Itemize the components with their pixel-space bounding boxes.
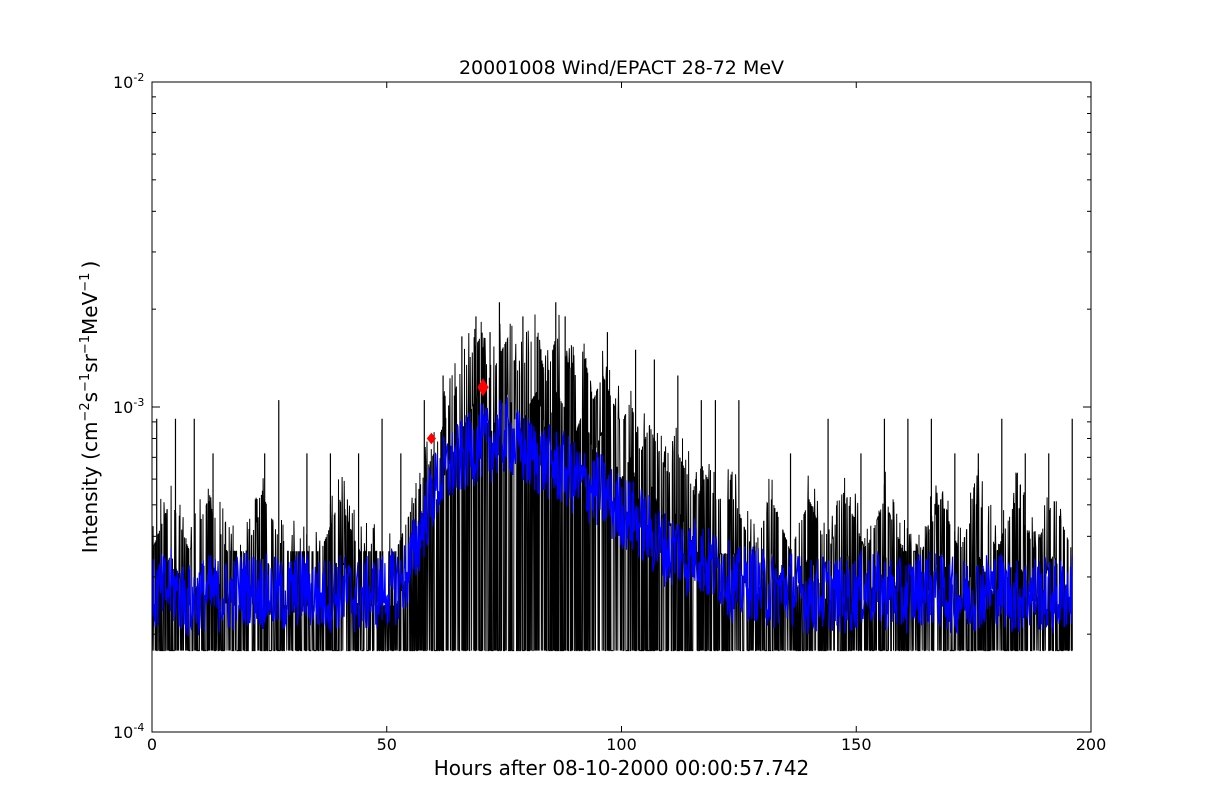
y-tick-label-1e-3: 10-3 — [113, 396, 144, 417]
marker-diamond-1 — [477, 378, 489, 397]
x-axis-label: Hours after 08-10-2000 00:00:57.742 — [434, 756, 810, 780]
x-tick-label-200: 200 — [1076, 735, 1107, 754]
x-tick-label-150: 150 — [841, 735, 872, 754]
marker-layer — [426, 378, 489, 445]
tick-layer — [151, 81, 1092, 733]
chart-title: 20001008 Wind/EPACT 28-72 MeV — [459, 57, 784, 79]
x-tick-label-50: 50 — [377, 735, 397, 754]
y-axis-label: Intensity (cm−2s−1sr−1MeV−1) — [78, 261, 102, 554]
series-smoothed-line — [152, 397, 1073, 636]
y-tick-label-1e-4: 10-4 — [113, 721, 144, 742]
x-tick-label-0: 0 — [147, 735, 157, 754]
y-tick-label-1e-2: 10-2 — [113, 71, 144, 92]
x-tick-label-100: 100 — [606, 735, 637, 754]
marker-diamond-0 — [426, 432, 436, 445]
data-layer — [152, 302, 1073, 652]
